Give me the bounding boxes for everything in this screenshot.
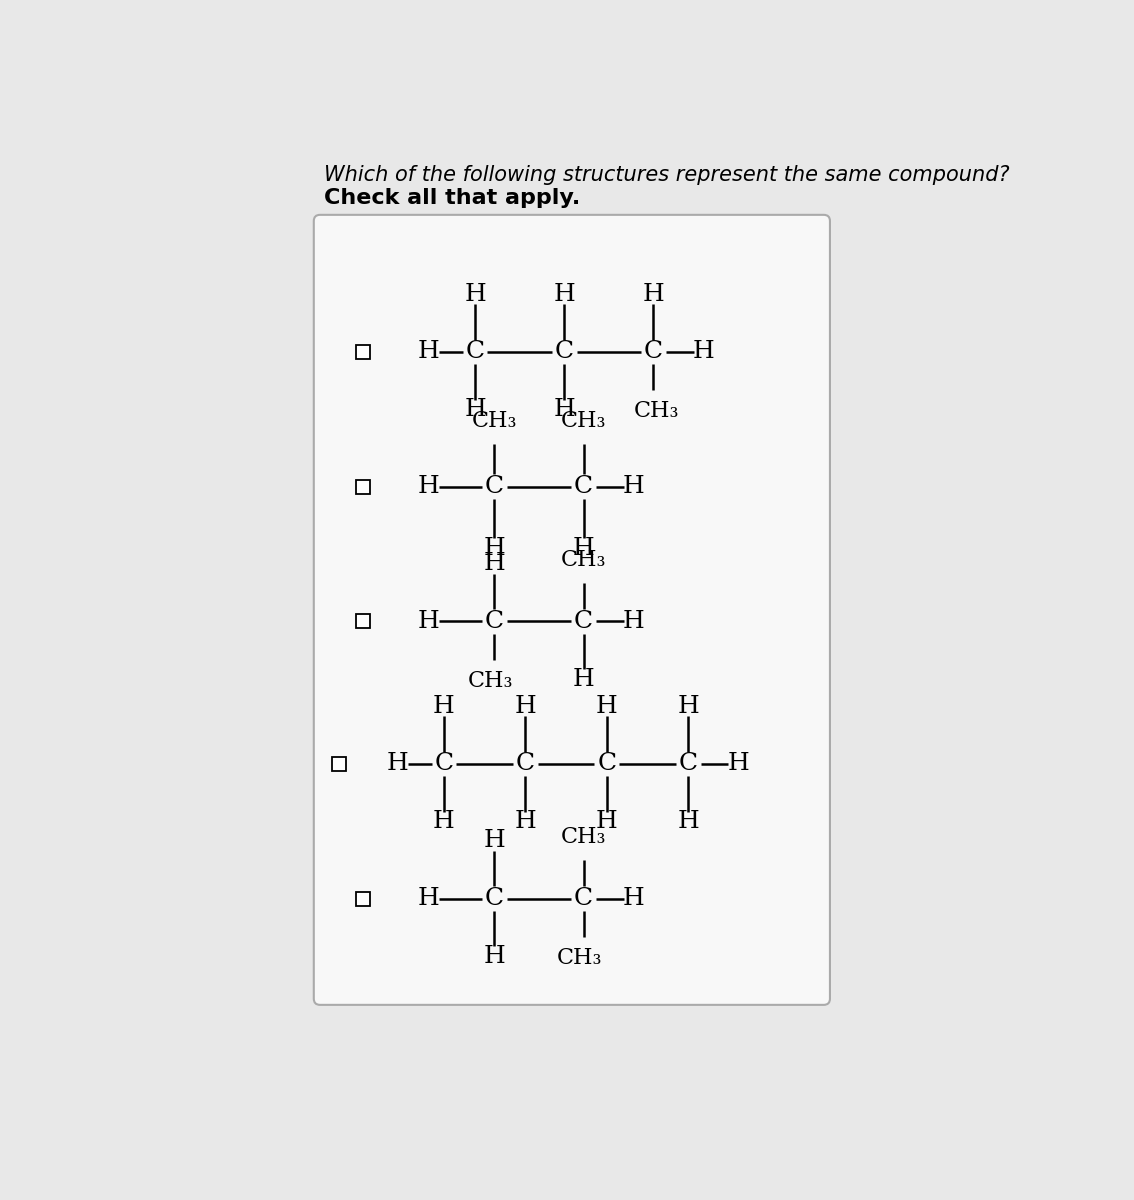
Text: H: H [387,752,408,775]
Text: Which of the following structures represent the same compound?: Which of the following structures repres… [324,164,1009,185]
Text: H: H [515,810,536,833]
Text: H: H [553,283,575,306]
Text: C: C [678,752,697,775]
Text: H: H [417,475,439,498]
Text: CH₃: CH₃ [560,826,607,848]
Text: H: H [553,398,575,421]
Text: CH₃: CH₃ [560,548,607,571]
Text: C: C [574,887,593,910]
Text: CH₃: CH₃ [472,410,517,432]
Bar [356,614,370,629]
Text: C: C [434,752,454,775]
Text: H: H [433,695,455,718]
Text: H: H [483,829,506,852]
Text: H: H [573,536,594,559]
Text: C: C [516,752,535,775]
Bar [356,892,370,906]
Text: C: C [485,887,503,910]
Text: H: H [728,752,750,775]
Text: CH₃: CH₃ [557,947,602,968]
Text: H: H [483,552,506,575]
Text: H: H [464,283,485,306]
Text: CH₃: CH₃ [560,410,607,432]
Text: C: C [644,341,662,364]
Text: H: H [483,944,506,968]
Text: C: C [574,475,593,498]
Text: H: H [483,536,506,559]
Text: Check all that apply.: Check all that apply. [324,188,581,208]
Text: C: C [574,610,593,632]
Text: CH₃: CH₃ [467,670,514,691]
Text: H: H [623,610,645,632]
Text: H: H [573,667,594,691]
Text: H: H [677,695,699,718]
Text: H: H [417,887,439,910]
Bar [356,480,370,493]
Text: H: H [693,341,714,364]
Text: H: H [642,283,665,306]
Text: H: H [417,610,439,632]
Bar [356,344,370,359]
Text: CH₃: CH₃ [634,400,679,422]
Text: H: H [677,810,699,833]
FancyBboxPatch shape [314,215,830,1004]
Text: H: H [623,887,645,910]
Text: H: H [595,810,618,833]
Bar [332,757,346,770]
Text: H: H [623,475,645,498]
Text: H: H [417,341,439,364]
Text: H: H [595,695,618,718]
Text: H: H [515,695,536,718]
Text: C: C [485,610,503,632]
Text: C: C [598,752,616,775]
Text: C: C [485,475,503,498]
Text: C: C [555,341,574,364]
Text: H: H [433,810,455,833]
Text: C: C [465,341,484,364]
Text: H: H [464,398,485,421]
